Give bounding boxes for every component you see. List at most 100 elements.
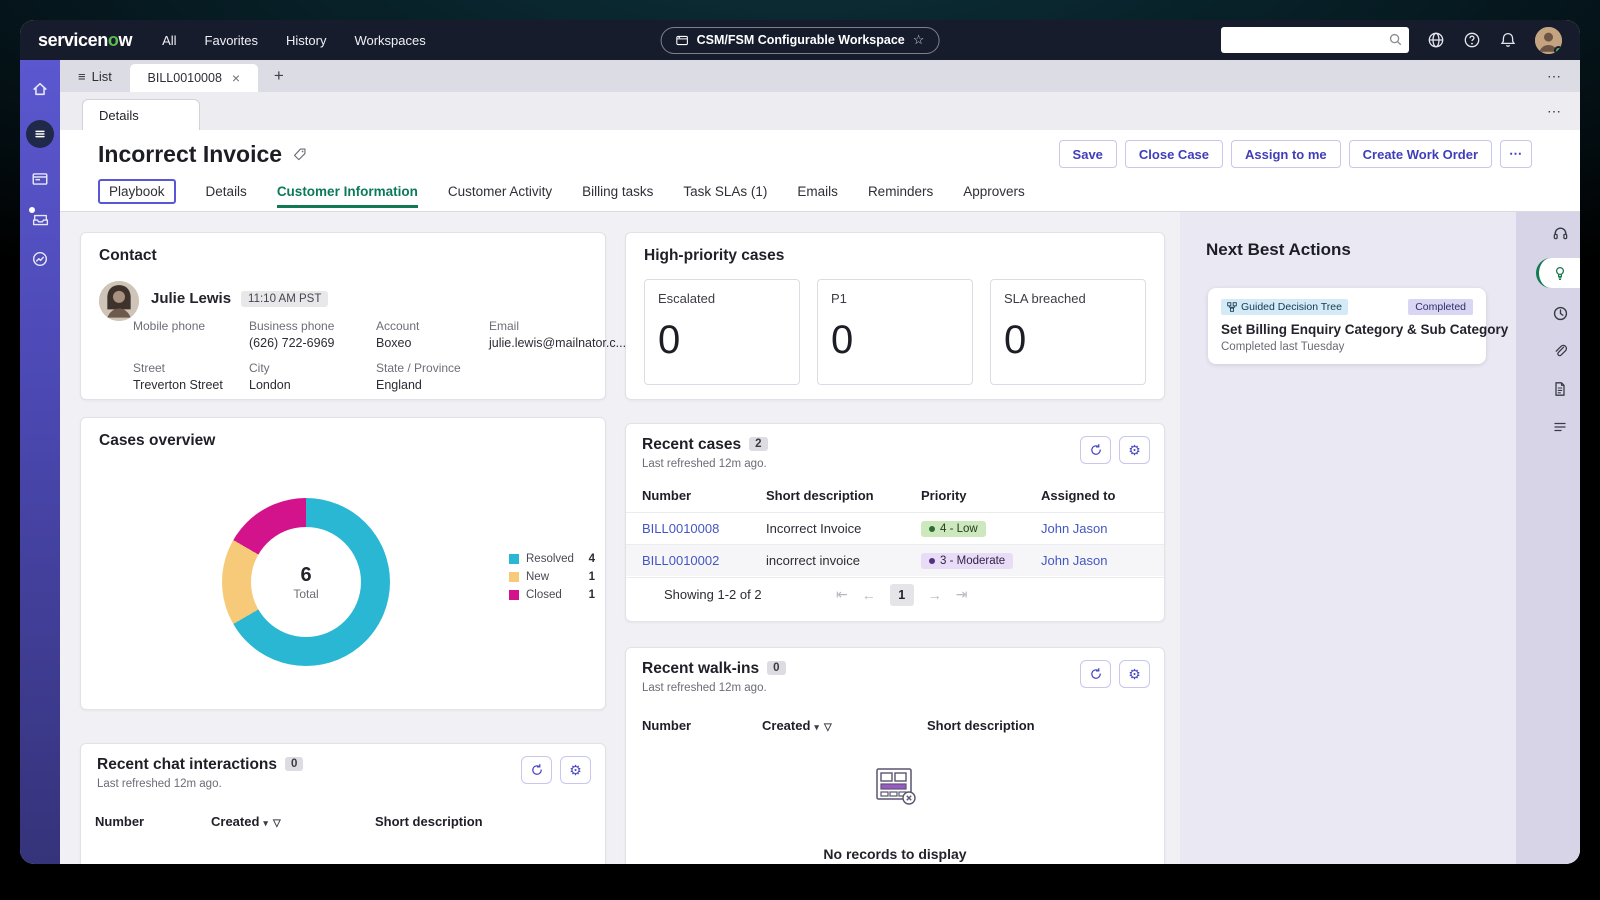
pagination: Showing 1-2 of 2 ⇤ ← 1 → ⇥ (626, 577, 1164, 611)
record-tab-bill0010008[interactable]: BILL0010008 × (129, 64, 258, 92)
priority-badge-low: 4 - Low (921, 521, 986, 537)
recent-chat-header: Number Created ▾ ▽ Short description (95, 814, 483, 829)
next-best-action-name: Set Billing Enquiry Category & Sub Categ… (1221, 322, 1509, 337)
refresh-button[interactable] (1080, 436, 1111, 464)
insights-lightbulb-icon-active[interactable] (1536, 258, 1580, 288)
agent-assist-headset-icon[interactable] (1540, 220, 1580, 246)
metric-escalated[interactable]: Escalated 0 (644, 279, 800, 385)
nav-item-history[interactable]: History (286, 32, 327, 48)
more-actions-button[interactable]: ⋯ (1500, 140, 1532, 168)
assigned-to-link[interactable]: John Jason (1041, 521, 1108, 536)
create-work-order-button[interactable]: Create Work Order (1348, 140, 1492, 168)
recent-chat-refreshed: Last refreshed 12m ago. (97, 778, 222, 790)
next-best-actions-panel: Next Best Actions Guided Decision Tree C… (1180, 212, 1516, 864)
favorite-star-icon[interactable]: ☆ (912, 32, 925, 47)
sort-caret-icon[interactable]: ▾ (814, 722, 819, 732)
metric-sla-breached[interactable]: SLA breached 0 (990, 279, 1146, 385)
record-tab-strip: ≡ List BILL0010008 × + ⋯ (60, 60, 1580, 92)
settings-gear-button[interactable]: ⚙ (560, 756, 591, 784)
pagination-prev-icon[interactable]: ← (861, 586, 876, 603)
globe-icon[interactable] (1427, 31, 1445, 49)
workspace-switcher[interactable]: CSM/FSM Configurable Workspace ☆ (660, 26, 940, 54)
document-icon[interactable] (1540, 376, 1580, 402)
tab-details[interactable]: Details (205, 184, 247, 199)
refresh-button[interactable] (521, 756, 552, 784)
home-icon[interactable] (31, 80, 49, 98)
save-button[interactable]: Save (1058, 140, 1117, 168)
list-tab[interactable]: ≡ List (60, 69, 130, 84)
attachments-paperclip-icon[interactable] (1540, 338, 1580, 364)
nav-item-favorites[interactable]: Favorites (204, 32, 258, 48)
search-input[interactable] (1221, 27, 1409, 53)
page-header: Incorrect Invoice Save Close Case Assign… (60, 130, 1580, 212)
refresh-button[interactable] (1080, 660, 1111, 688)
subtab-more-icon[interactable]: ⋯ (1547, 103, 1562, 119)
settings-gear-button[interactable]: ⚙ (1119, 660, 1150, 688)
case-number-link[interactable]: BILL0010008 (642, 521, 720, 536)
pagination-last-icon[interactable]: ⇥ (955, 586, 968, 602)
next-best-action-subtitle: Completed last Tuesday (1221, 341, 1345, 353)
metric-p1[interactable]: P1 0 (817, 279, 973, 385)
tab-approvers[interactable]: Approvers (963, 184, 1025, 199)
table-row[interactable]: BILL0010002 incorrect invoice 3 - Modera… (626, 544, 1164, 576)
cases-overview-card: Cases overview 6 Total Resolved 4 New 1 Cl… (80, 417, 606, 710)
tab-customer-activity[interactable]: Customer Activity (447, 184, 553, 199)
legend-swatch-new (509, 572, 519, 582)
no-records-text: No records to display (823, 846, 967, 862)
next-best-action-card[interactable]: Guided Decision Tree Completed Set Billi… (1208, 288, 1509, 364)
notifications-bell-icon[interactable] (1499, 31, 1517, 49)
workspace-name: CSM/FSM Configurable Workspace (696, 33, 905, 47)
window-icon (676, 35, 688, 45)
recent-cases-card: Recent cases 2 Last refreshed 12m ago. ⚙ … (625, 423, 1165, 622)
close-case-button[interactable]: Close Case (1124, 140, 1224, 168)
case-number-link[interactable]: BILL0010002 (642, 553, 720, 568)
workspace-list-icon-active[interactable] (26, 120, 54, 148)
help-icon[interactable] (1463, 31, 1481, 49)
tab-task-slas[interactable]: Task SLAs (1) (683, 184, 768, 199)
tab-billing-tasks[interactable]: Billing tasks (582, 184, 654, 199)
table-row[interactable]: BILL0010008 Incorrect Invoice 4 - Low Jo… (626, 512, 1164, 544)
assign-to-me-button[interactable]: Assign to me (1231, 140, 1341, 168)
field-account: Account Boxeo (376, 319, 420, 350)
history-clock-icon[interactable] (1540, 300, 1580, 326)
assigned-to-link[interactable]: John Jason (1041, 553, 1108, 568)
tab-customer-information[interactable]: Customer Information (277, 184, 418, 208)
pagination-first-icon[interactable]: ⇤ (836, 586, 848, 602)
details-subtab[interactable]: Details (82, 99, 200, 130)
brand-text-2: w (118, 29, 133, 50)
filter-icon[interactable]: ▽ (823, 722, 832, 733)
new-tab-button[interactable]: + (273, 66, 284, 85)
details-list-icon[interactable] (1540, 414, 1580, 440)
contact-card-title: Contact (99, 247, 157, 264)
contact-avatar[interactable] (99, 281, 139, 321)
inbox-icon[interactable] (28, 207, 50, 228)
legend-swatch-closed (509, 590, 519, 600)
user-avatar[interactable] (1535, 26, 1562, 54)
tab-emails[interactable]: Emails (797, 184, 838, 199)
close-tab-icon[interactable]: × (231, 70, 241, 86)
tab-reminders[interactable]: Reminders (867, 184, 934, 199)
pagination-page-1[interactable]: 1 (889, 583, 914, 606)
sort-caret-icon[interactable]: ▾ (263, 818, 268, 828)
tab-playbook[interactable]: Playbook (98, 179, 176, 204)
filter-icon[interactable]: ▽ (272, 818, 281, 829)
completed-status-badge: Completed (1408, 299, 1473, 315)
nav-item-all[interactable]: All (162, 32, 177, 48)
analytics-globe-icon[interactable] (31, 250, 49, 268)
settings-gear-button[interactable]: ⚙ (1119, 436, 1150, 464)
field-street: Street Treverton Street (133, 361, 223, 392)
nav-item-workspaces[interactable]: Workspaces (354, 32, 426, 48)
contact-local-time-badge: 11:10 AM PST (241, 290, 329, 307)
tag-icon[interactable] (292, 147, 307, 162)
recent-chat-count-badge: 0 (285, 757, 304, 771)
dashboard-card-icon[interactable] (31, 170, 49, 188)
tab-strip-more-icon[interactable]: ⋯ (1547, 67, 1562, 84)
recent-walkins-refreshed: Last refreshed 12m ago. (642, 682, 767, 694)
cases-overview-title: Cases overview (99, 432, 216, 449)
servicenow-logo[interactable]: servicenow (38, 30, 132, 51)
contact-name[interactable]: Julie Lewis (151, 290, 232, 307)
pagination-next-icon[interactable]: → (927, 586, 942, 603)
recent-cases-refreshed: Last refreshed 12m ago. (642, 458, 767, 470)
brand-text: servicen (38, 29, 108, 50)
